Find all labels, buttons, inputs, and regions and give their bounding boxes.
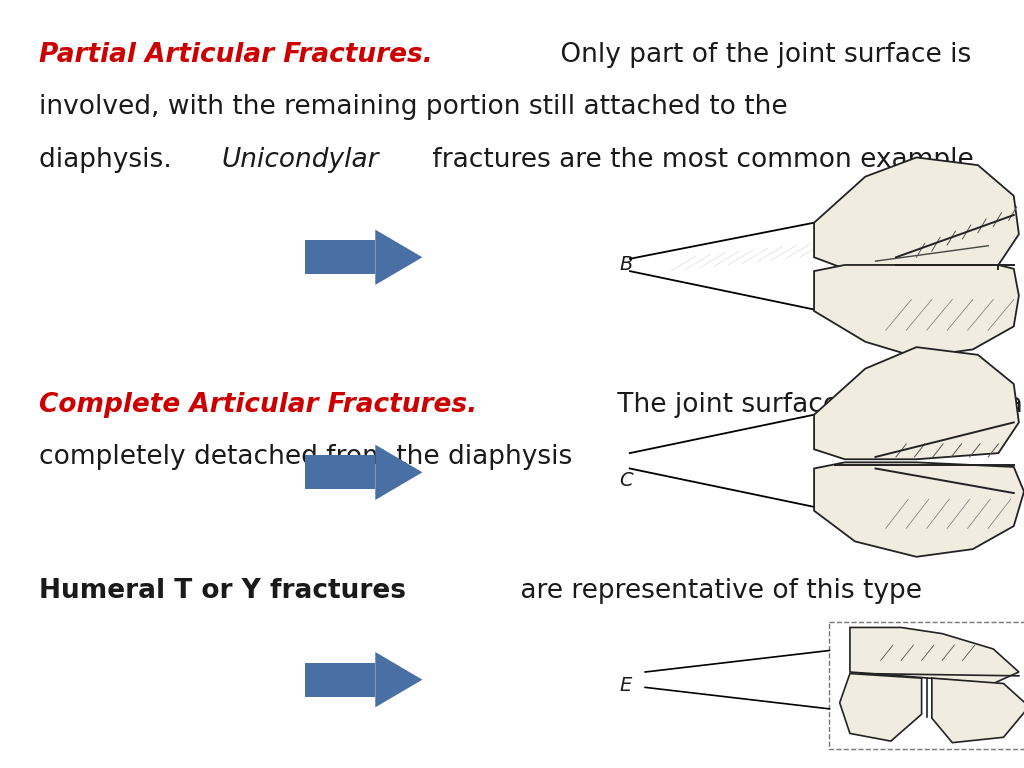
Text: Only part of the joint surface is: Only part of the joint surface is	[552, 42, 972, 68]
Text: C: C	[620, 471, 633, 489]
Text: Humeral T or Y fractures: Humeral T or Y fractures	[39, 578, 406, 604]
Polygon shape	[932, 678, 1024, 743]
Text: fractures are the most common example: fractures are the most common example	[424, 147, 974, 173]
Polygon shape	[375, 230, 422, 285]
Polygon shape	[814, 347, 1019, 459]
Polygon shape	[814, 157, 1019, 269]
Text: completely detached from the diaphysis: completely detached from the diaphysis	[39, 444, 572, 470]
Text: diaphysis.: diaphysis.	[39, 147, 180, 173]
Text: B: B	[620, 256, 633, 274]
Polygon shape	[375, 445, 422, 500]
Polygon shape	[840, 674, 922, 741]
Polygon shape	[305, 663, 375, 697]
Polygon shape	[305, 240, 375, 274]
Text: Complete Articular Fractures.: Complete Articular Fractures.	[39, 392, 477, 418]
Polygon shape	[375, 652, 422, 707]
Text: Partial Articular Fractures.: Partial Articular Fractures.	[39, 42, 433, 68]
Polygon shape	[814, 462, 1024, 557]
Polygon shape	[305, 455, 375, 489]
Polygon shape	[814, 265, 1019, 357]
Text: The joint surface is fractured and: The joint surface is fractured and	[609, 392, 1024, 418]
Text: E: E	[620, 676, 632, 694]
Text: Unicondylar: Unicondylar	[221, 147, 379, 173]
Text: involved, with the remaining portion still attached to the: involved, with the remaining portion sti…	[39, 94, 787, 121]
Text: are representative of this type: are representative of this type	[512, 578, 923, 604]
Polygon shape	[850, 627, 1019, 684]
